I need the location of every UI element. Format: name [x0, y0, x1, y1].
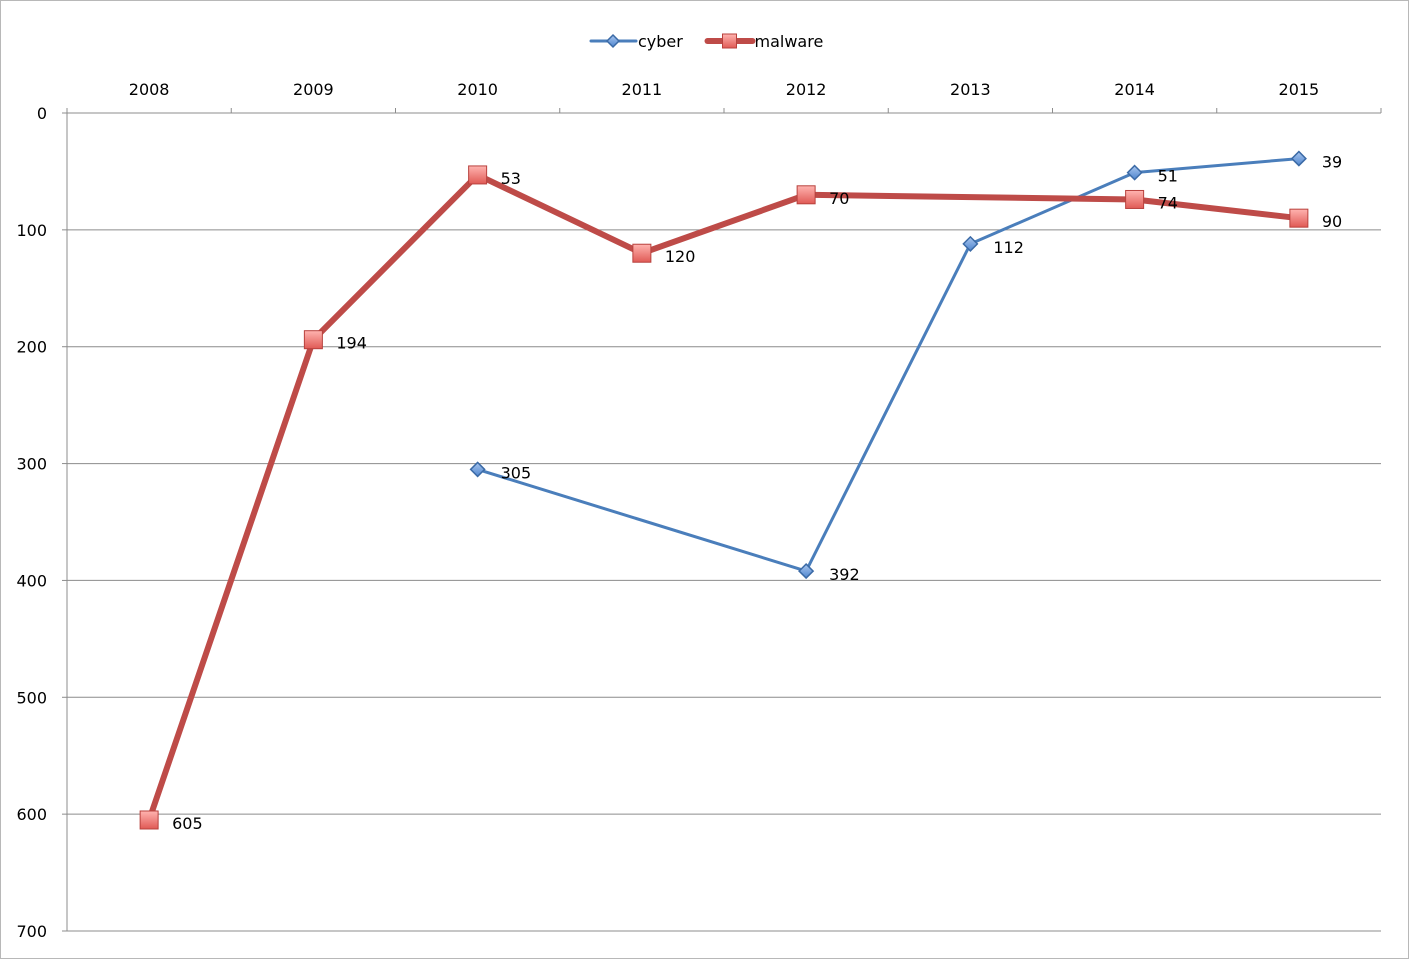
- series-line-malware: [146, 171, 1302, 823]
- legend-label-cyber: cyber: [638, 32, 683, 51]
- data-label-cyber-2012: 392: [829, 565, 860, 584]
- marker-cyber-2015: [1290, 150, 1307, 167]
- marker-malware-2015: [1289, 208, 1309, 228]
- data-label-malware-2011: 120: [665, 247, 696, 266]
- data-label-malware-2014: 74: [1158, 193, 1178, 212]
- x-tick-label-2009: 2009: [293, 80, 334, 99]
- legend: cyber malware: [589, 32, 824, 51]
- data-label-malware-2008: 605: [172, 814, 203, 833]
- legend-marker-cyber: [605, 33, 621, 49]
- axes: 0 100 200 300 400 500 600 700 2008 2009 2010 2011 20…: [16, 80, 1382, 941]
- y-tick-label: 700: [16, 922, 47, 941]
- x-tick-label-2010: 2010: [457, 80, 498, 99]
- y-tick-label: 300: [16, 455, 47, 474]
- y-tick-label: 200: [16, 338, 47, 357]
- y-tick-label: 100: [16, 221, 47, 240]
- marker-malware-2010: [468, 165, 488, 185]
- x-tick-label-2013: 2013: [950, 80, 991, 99]
- legend-marker-malware: [722, 33, 737, 49]
- marker-malware-2012: [796, 185, 816, 205]
- y-tick-label: 400: [16, 571, 47, 590]
- data-label-malware-2009: 194: [336, 334, 367, 353]
- marker-malware-2014: [1125, 189, 1145, 209]
- x-tick-label-2011: 2011: [622, 80, 663, 99]
- data-label-cyber-2014: 51: [1158, 167, 1178, 186]
- data-labels: 305 392 112 51 39 605 194 53 120 70 74 90: [172, 153, 1342, 833]
- marker-malware-2009: [303, 330, 323, 350]
- y-tick-label: 600: [16, 805, 47, 824]
- x-tick-label-2012: 2012: [786, 80, 827, 99]
- x-tick-label-2014: 2014: [1114, 80, 1155, 99]
- legend-label-malware: malware: [755, 32, 824, 51]
- data-label-malware-2015: 90: [1322, 212, 1342, 231]
- gridlines: [67, 229, 1381, 932]
- y-tick-label: 500: [16, 688, 47, 707]
- data-label-cyber-2010: 305: [501, 463, 532, 482]
- x-tick-label-2008: 2008: [129, 80, 170, 99]
- marker-cyber-2013: [962, 235, 979, 252]
- data-label-cyber-2013: 112: [993, 238, 1024, 257]
- series-line-cyber: [476, 157, 1301, 573]
- marker-malware-2008: [139, 810, 159, 830]
- data-label-malware-2012: 70: [829, 189, 849, 208]
- marker-malware-2011: [632, 243, 652, 263]
- data-label-malware-2010: 53: [501, 169, 521, 188]
- x-tick-label-2015: 2015: [1279, 80, 1320, 99]
- marker-cyber-2012: [798, 563, 815, 580]
- marker-cyber-2014: [1126, 164, 1143, 181]
- series-lines: [146, 157, 1302, 823]
- marker-cyber-2010: [469, 461, 486, 478]
- data-label-cyber-2015: 39: [1322, 153, 1342, 172]
- series-markers: [139, 150, 1309, 830]
- y-tick-label: 0: [37, 104, 47, 123]
